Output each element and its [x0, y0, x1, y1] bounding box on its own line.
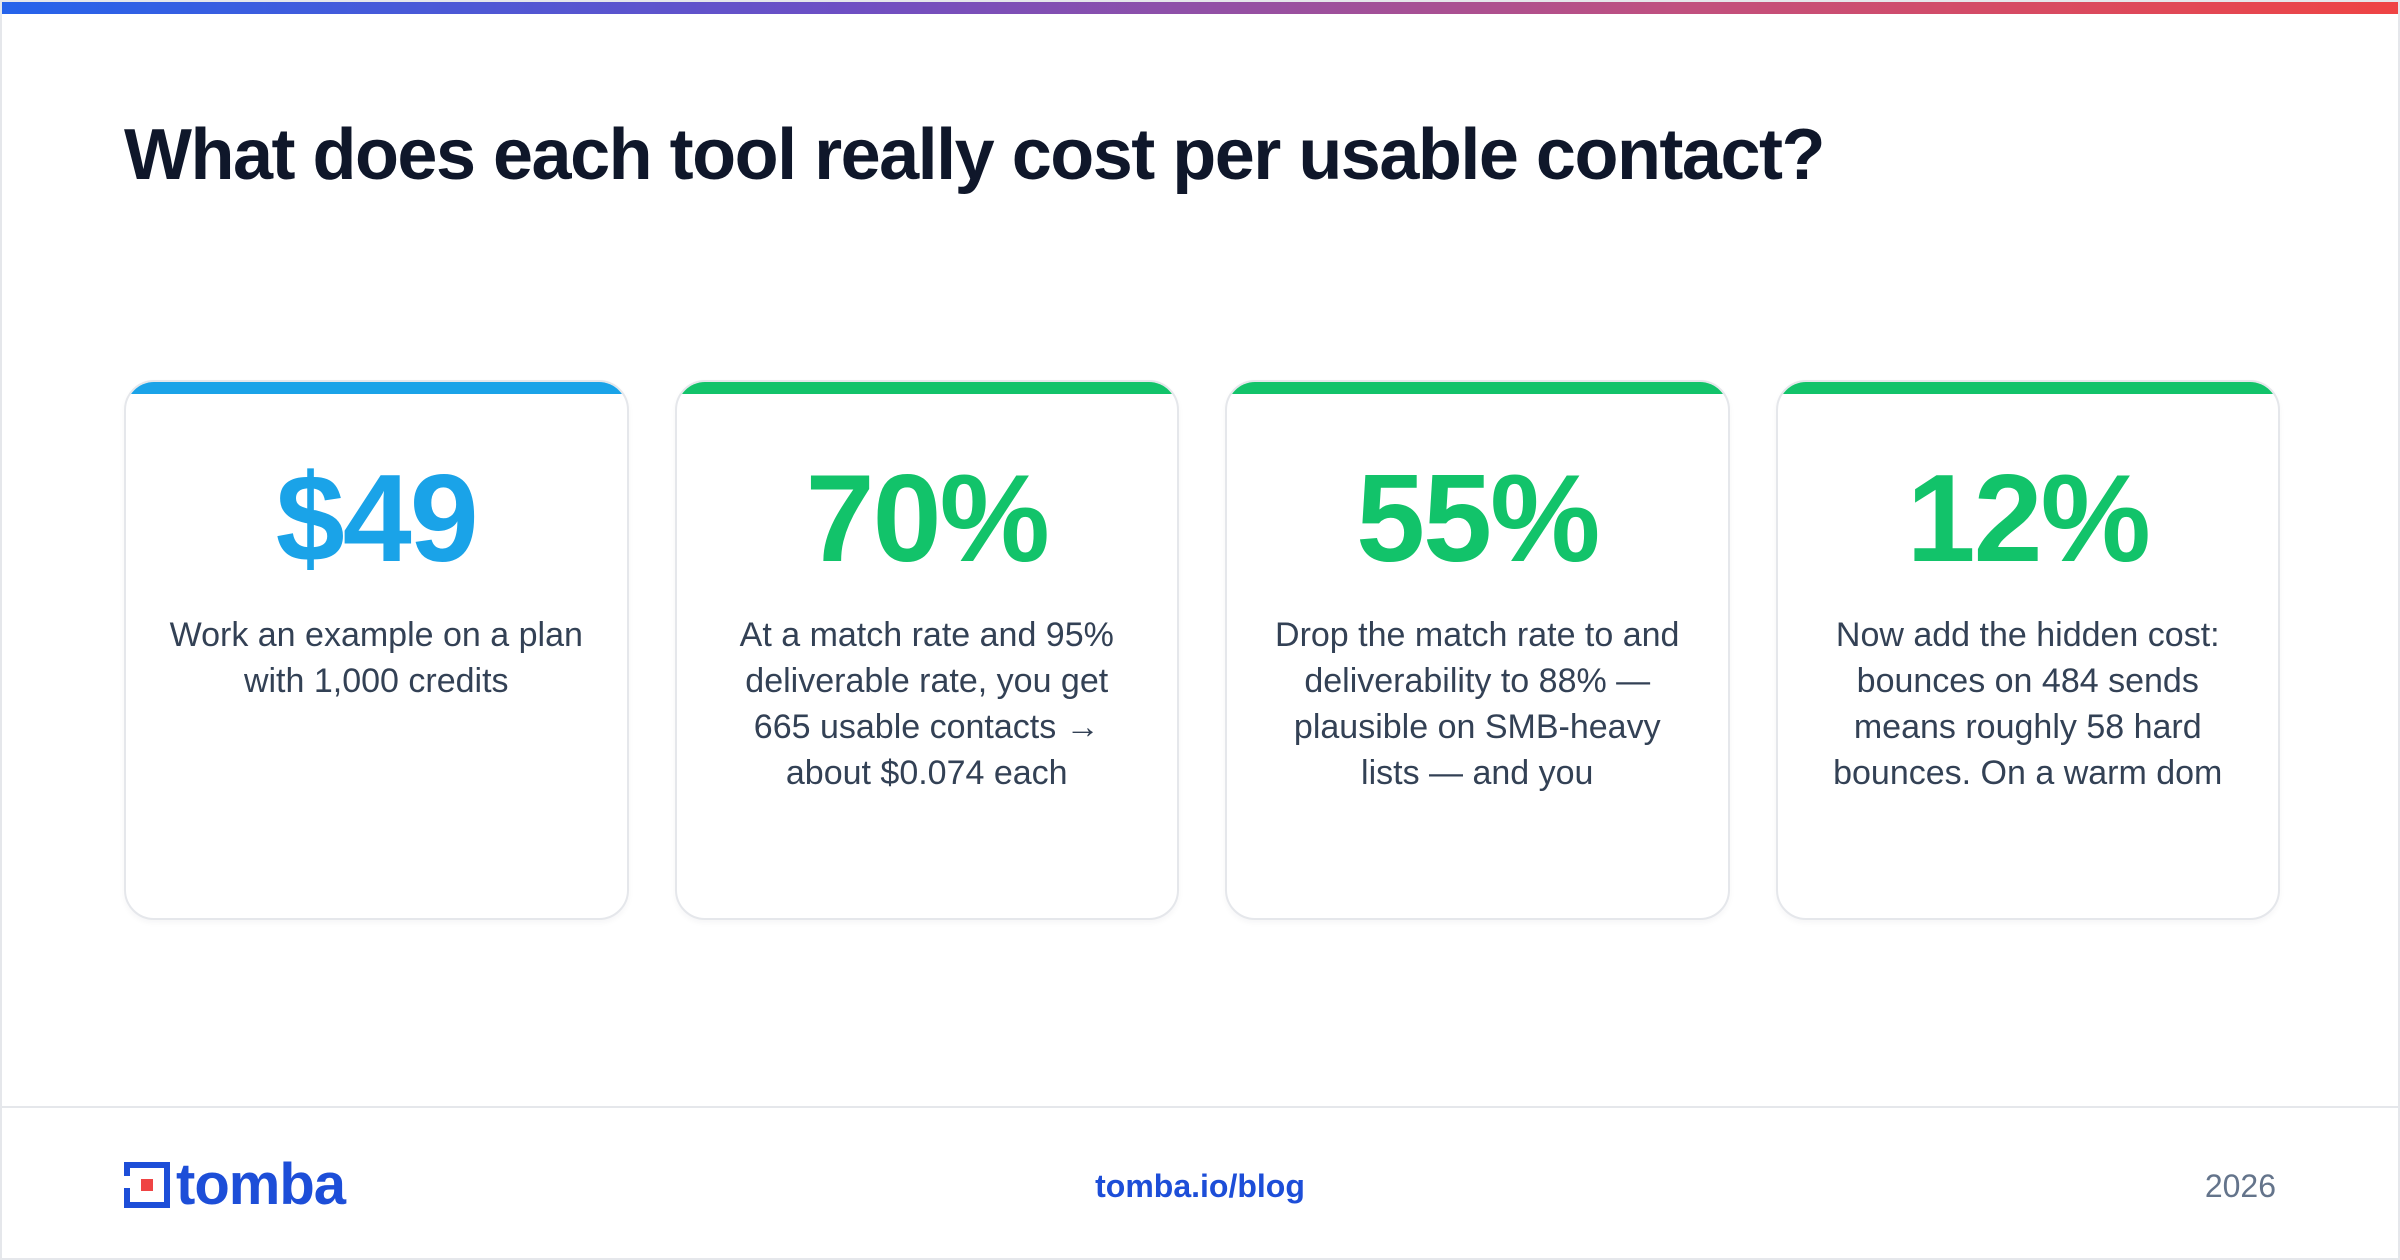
page-title: What does each tool really cost per usab… — [124, 115, 1825, 195]
stat-card-price: $49 Work an example on a plan with 1,000… — [124, 380, 629, 920]
footer-year: 2026 — [2204, 1168, 2276, 1204]
stat-value: $49 — [275, 450, 479, 588]
stat-value: 55% — [1356, 450, 1600, 588]
stat-card-bounce-rate: 12% Now add the hidden cost: bounces on … — [1775, 380, 2280, 920]
card-accent-bar — [676, 382, 1177, 394]
blog-link[interactable]: tomba.io/blog — [1095, 1168, 1305, 1204]
stat-value: 12% — [1906, 450, 2151, 588]
tomba-logo[interactable]: tomba — [124, 1152, 346, 1217]
stat-card-lower-match-rate: 55% Drop the match rate to and deliverab… — [1225, 380, 1730, 920]
card-accent-bar — [126, 382, 627, 394]
stat-cards: $49 Work an example on a plan with 1,000… — [124, 380, 2280, 920]
top-gradient-bar — [2, 2, 2398, 14]
stat-value: 70% — [805, 450, 1050, 588]
stat-card-match-rate: 70% At a match rate and 95% deliverable … — [674, 380, 1179, 920]
card-accent-bar — [1777, 382, 2278, 394]
footer-divider — [2, 1106, 2398, 1108]
tomba-logo-icon — [124, 1162, 170, 1208]
logo-wordmark: tomba — [176, 1152, 346, 1217]
stat-description: Work an example on a plan with 1,000 cre… — [169, 616, 583, 700]
stat-description: At a match rate and 95% deliverable rate… — [739, 616, 1114, 792]
stat-description: Now add the hidden cost: bounces on 484 … — [1833, 616, 2223, 792]
card-accent-bar — [1227, 382, 1728, 394]
stat-description: Drop the match rate to and deliverabilit… — [1275, 616, 1680, 792]
